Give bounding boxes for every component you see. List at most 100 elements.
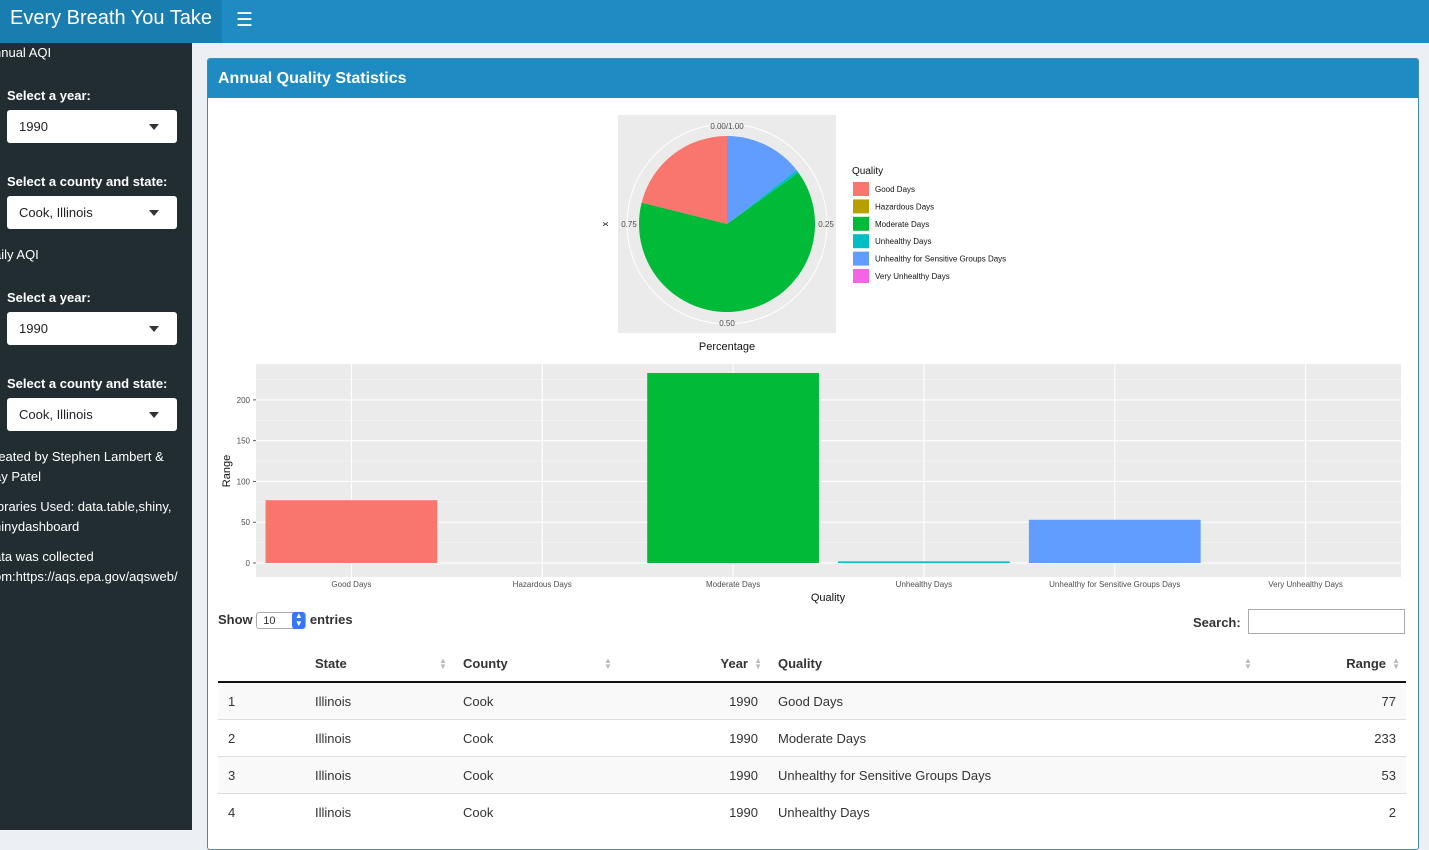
x-tick-label: Very Unhealthy Days [1268, 580, 1343, 589]
daily-year-select[interactable]: 1990 [7, 312, 177, 345]
x-tick-label: Moderate Days [706, 580, 760, 589]
annual-statistics-box: Annual Quality Statistics 0.00/1.00 0.25… [207, 58, 1419, 850]
cell-range: 233 [1258, 719, 1406, 757]
bar-chart: Good Days Hazardous Days Moderate Days Unhe… [221, 364, 1401, 604]
sort-icon: ▲ ▼ [1244, 656, 1252, 671]
cell-index: 1 [218, 681, 305, 720]
pie-slice-unhealthy-days [727, 170, 799, 224]
cell-state: Illinois [305, 681, 453, 720]
pie-chart: 0.00/1.00 0.25 0.50 0.75 Percentage x Qu… [600, 115, 1006, 353]
sidebar: nnual AQI Select a year: 1990 Select a c… [0, 43, 192, 830]
cell-quality: Moderate Days [768, 719, 1258, 757]
annual-county-label: Select a county and state: [7, 174, 168, 189]
cell-range: 2 [1258, 793, 1406, 830]
legend-swatch [853, 234, 869, 249]
daily-aqi-heading[interactable]: aily AQI [0, 247, 39, 262]
entries-length-select[interactable]: 10 ▲ ▼ [256, 612, 307, 630]
daily-county-value: Cook, Illinois [19, 407, 93, 422]
table-row[interactable]: 1 Illinois Cook 1990 Good Days 77 [218, 681, 1406, 720]
column-header-year[interactable]: Year ▲ ▼ [618, 645, 768, 683]
x-tick-label: Hazardous Days [513, 580, 572, 589]
annual-county-select[interactable]: Cook, Illinois [7, 196, 177, 229]
annual-county-value: Cook, Illinois [19, 205, 93, 220]
annual-year-select[interactable]: 1990 [7, 110, 177, 143]
box-title: Annual Quality Statistics [208, 59, 1418, 98]
x-tick-label: Unhealthy Days [896, 580, 952, 589]
legend-swatch [853, 251, 869, 266]
sort-icon: ▲ ▼ [1392, 656, 1400, 671]
cell-county: Cook [453, 756, 618, 794]
cell-county: Cook [453, 681, 618, 720]
entries-label: entries [309, 612, 353, 627]
cell-state: Illinois [305, 756, 453, 794]
legend-label: Good Days [875, 185, 915, 194]
legend-swatch [853, 216, 869, 231]
column-header-index[interactable] [218, 645, 305, 683]
table-row[interactable]: 3 Illinois Cook 1990 Unhealthy for Sensi… [218, 756, 1406, 794]
legend-label: Unhealthy Days [875, 237, 931, 246]
column-header-label: Range [1346, 655, 1386, 671]
cell-index: 2 [218, 719, 305, 757]
app-title: Every Breath You Take [0, 0, 222, 43]
bar-moderate-days [647, 373, 819, 563]
legend-label: Unhealthy for Sensitive Groups Days [875, 255, 1006, 264]
annual-aqi-heading[interactable]: nnual AQI [0, 45, 52, 60]
annual-year-label: Select a year: [7, 88, 91, 103]
table-length-control: Show 10 ▲ ▼ entries [218, 612, 353, 630]
pie-slice-good-days [641, 136, 727, 224]
cell-index: 3 [218, 756, 305, 794]
cell-year: 1990 [618, 681, 768, 720]
pie-tick-label: 0.25 [818, 220, 834, 229]
column-header-quality[interactable]: Quality ▲ ▼ [768, 645, 1258, 683]
search-input[interactable] [1248, 609, 1405, 634]
pie-y-title: x [600, 221, 610, 226]
cell-year: 1990 [618, 793, 768, 830]
column-header-label: County [463, 655, 508, 671]
sort-icon: ▲ ▼ [754, 656, 762, 671]
cell-year: 1990 [618, 719, 768, 757]
column-header-county[interactable]: County ▲ ▼ [453, 645, 618, 683]
pie-slice-unhealthy-for-sensitive-groups-days [727, 136, 797, 224]
legend-label: Hazardous Days [875, 202, 934, 211]
pie-x-title: Percentage [699, 341, 755, 353]
legend-swatch [853, 199, 869, 214]
table-row[interactable]: 2 Illinois Cook 1990 Moderate Days 233 [218, 719, 1406, 757]
pie-legend-title: Quality [852, 166, 883, 177]
pie-tick-label: 0.00/1.00 [710, 122, 744, 131]
data-source-text: ata was collected om:https://aqs.epa.gov… [0, 549, 178, 584]
legend-label: Very Unhealthy Days [875, 272, 950, 281]
pie-grid-circle [626, 123, 828, 325]
chevron-down-icon [149, 210, 159, 216]
y-tick-label: 100 [237, 477, 251, 486]
cell-county: Cook [453, 793, 618, 830]
daily-county-select[interactable]: Cook, Illinois [7, 398, 177, 431]
bar-good-days [265, 500, 438, 563]
cell-range: 77 [1258, 681, 1406, 720]
cell-range: 53 [1258, 756, 1406, 794]
bar-unhealthy-days [838, 561, 1010, 563]
cell-state: Illinois [305, 793, 453, 830]
bar-unhealthy-for-sensitive-groups-days [1028, 519, 1201, 563]
top-navbar: Every Breath You Take ☰ [0, 0, 1429, 43]
legend-label: Moderate Days [875, 220, 929, 229]
show-label: Show [218, 612, 253, 627]
cell-quality: Unhealthy for Sensitive Groups Days [768, 756, 1258, 794]
x-tick-label: Unhealthy for Sensitive Groups Days [1049, 580, 1180, 589]
x-tick-label: Good Days [331, 580, 371, 589]
cell-index: 4 [218, 793, 305, 830]
column-header-label: State [315, 655, 347, 671]
data-table: State ▲ ▼ County ▲ ▼ Year ▲ ▼ Quality ▲ ▼ Range ▲… [218, 645, 1406, 830]
column-header-state[interactable]: State ▲ ▼ [305, 645, 453, 683]
sidebar-toggle-icon[interactable]: ☰ [236, 10, 254, 31]
column-header-range[interactable]: Range ▲ ▼ [1258, 645, 1406, 683]
column-header-label: Quality [778, 655, 823, 671]
pie-tick-label: 0.50 [719, 319, 735, 328]
cell-state: Illinois [305, 719, 453, 757]
legend-swatch [853, 269, 869, 283]
chevron-down-icon [149, 326, 159, 332]
daily-county-label: Select a county and state: [7, 376, 168, 391]
entries-length-value: 10 [263, 615, 276, 628]
sort-icon: ▲ ▼ [604, 656, 612, 671]
table-row[interactable]: 4 Illinois Cook 1990 Unhealthy Days 2 [218, 793, 1406, 830]
y-tick-label: 50 [241, 518, 250, 527]
